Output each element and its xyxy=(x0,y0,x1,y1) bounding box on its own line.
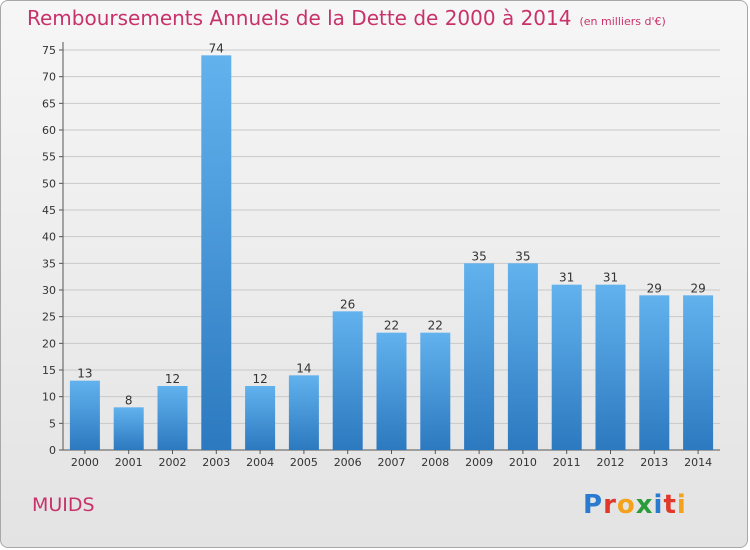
y-tick-label: 55 xyxy=(42,151,56,164)
y-tick-label: 25 xyxy=(42,311,56,324)
data-label: 14 xyxy=(296,361,311,375)
bar xyxy=(332,311,363,450)
bar xyxy=(464,263,495,450)
y-tick-label: 30 xyxy=(42,284,56,297)
y-tick-label: 20 xyxy=(42,337,56,350)
logo-letter: t xyxy=(663,490,677,520)
x-tick-label: 2002 xyxy=(159,456,187,469)
logo-letter: r xyxy=(603,490,617,520)
y-tick-label: 5 xyxy=(49,417,56,430)
x-tick-label: 2007 xyxy=(378,456,406,469)
y-tick-label: 0 xyxy=(49,444,56,457)
y-tick-label: 70 xyxy=(42,71,56,84)
x-tick-label: 2006 xyxy=(334,456,362,469)
logo-letter: i xyxy=(653,490,664,520)
bar xyxy=(639,295,670,450)
commune-name: MUIDS xyxy=(32,494,95,516)
bar xyxy=(201,55,232,450)
data-label: 35 xyxy=(515,249,530,263)
bar xyxy=(69,380,100,450)
x-tick-label: 2010 xyxy=(509,456,537,469)
bar xyxy=(595,284,626,450)
data-label: 35 xyxy=(471,249,486,263)
data-label: 13 xyxy=(77,367,92,381)
data-label: 26 xyxy=(340,297,355,311)
data-label: 29 xyxy=(647,281,662,295)
x-tick-label: 2003 xyxy=(202,456,230,469)
y-tick-label: 50 xyxy=(42,177,56,190)
y-tick-label: 60 xyxy=(42,124,56,137)
y-tick-label: 65 xyxy=(42,97,56,110)
bar xyxy=(507,263,538,450)
y-tick-label: 15 xyxy=(42,364,56,377)
logo-letter: P xyxy=(583,490,604,520)
data-label: 31 xyxy=(559,271,574,285)
bar xyxy=(288,375,319,450)
bar xyxy=(420,332,451,450)
bar xyxy=(113,407,144,450)
chart-title: Remboursements Annuels de la Dette de 20… xyxy=(27,6,666,30)
bar xyxy=(683,295,714,450)
y-tick-label: 45 xyxy=(42,204,56,217)
y-tick-label: 75 xyxy=(42,44,56,57)
x-tick-label: 2008 xyxy=(421,456,449,469)
data-label: 31 xyxy=(603,271,618,285)
data-label: 29 xyxy=(690,281,705,295)
y-tick-label: 40 xyxy=(42,231,56,244)
data-label: 22 xyxy=(384,319,399,333)
proxiti-logo: Proxiti xyxy=(583,490,687,520)
x-tick-label: 2001 xyxy=(115,456,143,469)
x-tick-label: 2004 xyxy=(246,456,274,469)
logo-letter: o xyxy=(616,490,636,520)
bar xyxy=(551,284,582,450)
x-tick-label: 2011 xyxy=(553,456,581,469)
data-label: 8 xyxy=(125,393,133,407)
data-label: 12 xyxy=(165,372,180,386)
y-tick-label: 10 xyxy=(42,391,56,404)
title-unit: (en milliers d'€) xyxy=(579,15,666,28)
bar xyxy=(157,386,188,450)
data-label: 22 xyxy=(428,319,443,333)
logo-letter: x xyxy=(635,490,654,520)
y-tick-label: 35 xyxy=(42,257,56,270)
x-tick-label: 2014 xyxy=(684,456,712,469)
x-tick-label: 2000 xyxy=(71,456,99,469)
data-label: 74 xyxy=(209,41,224,55)
x-tick-label: 2012 xyxy=(597,456,625,469)
data-label: 12 xyxy=(252,372,267,386)
x-tick-label: 2005 xyxy=(290,456,318,469)
x-tick-label: 2009 xyxy=(465,456,493,469)
bar xyxy=(245,386,276,450)
title-text: Remboursements Annuels de la Dette de 20… xyxy=(27,6,572,30)
logo-letter: i xyxy=(676,490,687,520)
bar xyxy=(376,332,407,450)
x-tick-label: 2013 xyxy=(640,456,668,469)
